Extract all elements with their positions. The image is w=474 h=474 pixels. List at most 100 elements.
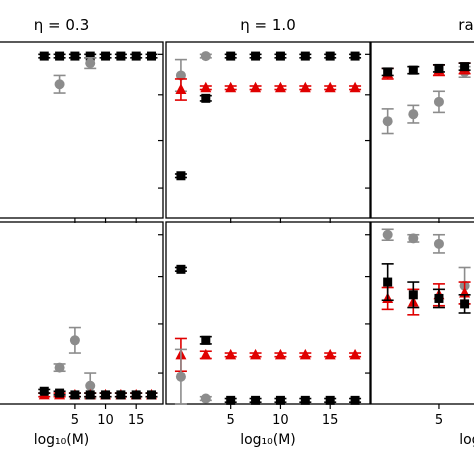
panel-title: η = 0.3 — [34, 16, 89, 34]
data-point-square — [251, 395, 261, 405]
series-triangle-red — [174, 78, 362, 101]
x-tick-label: 15 — [128, 413, 145, 428]
data-point-square — [408, 290, 418, 300]
data-point-triangle — [299, 348, 311, 360]
series-circle-gray — [381, 65, 471, 135]
series-circle-gray — [53, 57, 97, 94]
data-point-triangle — [200, 81, 212, 93]
data-point-circle — [382, 116, 393, 127]
data-point-square — [434, 63, 444, 73]
panel-top-right: rand — [370, 16, 474, 223]
data-point-square — [39, 51, 49, 61]
x-tick-label: 5 — [227, 413, 235, 428]
data-point-square — [147, 390, 157, 400]
data-point-triangle — [250, 81, 262, 93]
data-point-square — [101, 390, 111, 400]
panel-frame — [165, 221, 371, 405]
series-square-black — [174, 264, 362, 405]
data-point-square — [226, 51, 236, 61]
panel-bottom-right: 5 log₁₀ — [370, 221, 474, 448]
data-point-square — [275, 51, 285, 61]
data-point-square — [131, 390, 141, 400]
data-point-triangle — [274, 81, 286, 93]
data-point-square — [201, 93, 211, 103]
data-point-triangle — [349, 81, 361, 93]
series-square-black — [38, 386, 158, 400]
data-point-square — [70, 51, 80, 61]
data-point-square — [176, 264, 186, 274]
series-square-black — [381, 62, 471, 77]
data-point-triangle — [200, 348, 212, 360]
x-tick-label: 10 — [97, 413, 114, 428]
series-triangle-red — [381, 62, 471, 80]
data-point-square — [85, 51, 95, 61]
data-point-square — [147, 51, 157, 61]
data-point-circle — [85, 58, 96, 69]
data-point-square — [116, 51, 126, 61]
x-tick-label: 5 — [71, 413, 79, 428]
data-point-circle — [175, 70, 186, 81]
panel-title: η = 1.0 — [240, 16, 295, 34]
data-point-circle — [69, 335, 80, 346]
data-point-square — [101, 51, 111, 61]
series-square-black — [38, 51, 158, 61]
series-square-black — [381, 263, 471, 314]
panel-frame — [165, 41, 371, 219]
data-point-triangle — [250, 348, 262, 360]
data-point-square — [300, 51, 310, 61]
data-point-square — [434, 293, 444, 303]
series-circle-gray — [174, 348, 212, 405]
data-point-triangle — [299, 81, 311, 93]
data-point-triangle — [324, 348, 336, 360]
data-point-circle — [200, 393, 211, 404]
data-point-circle — [175, 371, 186, 382]
data-point-square — [300, 395, 310, 405]
series-circle-gray — [381, 228, 471, 305]
data-point-square — [116, 390, 126, 400]
data-point-circle — [54, 362, 65, 373]
panel-top-middle: η = 1.0 — [165, 16, 371, 223]
data-point-square — [226, 395, 236, 405]
data-point-square — [131, 51, 141, 61]
panel-frame — [0, 41, 164, 219]
data-point-square — [275, 395, 285, 405]
panel-frame — [0, 221, 164, 405]
data-point-square — [55, 388, 65, 398]
series-circle-gray — [53, 326, 97, 400]
data-point-square — [176, 171, 186, 181]
panel-bottom-middle: 5 10 15 log₁₀(M) — [165, 221, 371, 448]
data-point-square — [39, 386, 49, 396]
data-point-circle — [433, 96, 444, 107]
data-point-triangle — [349, 348, 361, 360]
data-point-square — [383, 277, 393, 287]
x-tick-label: 15 — [322, 413, 339, 428]
data-point-square — [350, 395, 360, 405]
data-point-square — [325, 51, 335, 61]
data-point-circle — [85, 380, 96, 391]
data-point-square — [325, 395, 335, 405]
panel-title: rand — [458, 16, 474, 34]
data-point-triangle — [175, 83, 187, 95]
x-axis-label: log₁₀(M) — [34, 432, 90, 448]
data-point-triangle — [324, 81, 336, 93]
data-point-circle — [408, 233, 419, 244]
data-point-triangle — [225, 81, 237, 93]
data-point-circle — [200, 51, 211, 62]
data-point-square — [251, 51, 261, 61]
panel-bottom-left: 5 10 15 log₁₀(M) — [0, 221, 164, 448]
data-point-circle — [382, 229, 393, 240]
data-point-circle — [54, 79, 65, 90]
x-tick-label: 10 — [272, 413, 289, 428]
data-point-square — [408, 65, 418, 75]
panel-top-left: η = 0.3 — [0, 16, 164, 223]
data-point-square — [350, 51, 360, 61]
data-point-square — [201, 335, 211, 345]
data-point-square — [460, 299, 470, 309]
data-point-triangle — [225, 348, 237, 360]
data-point-circle — [433, 238, 444, 249]
data-point-square — [70, 390, 80, 400]
data-point-square — [85, 390, 95, 400]
x-tick-label: 5 — [435, 413, 443, 428]
data-point-square — [55, 51, 65, 61]
